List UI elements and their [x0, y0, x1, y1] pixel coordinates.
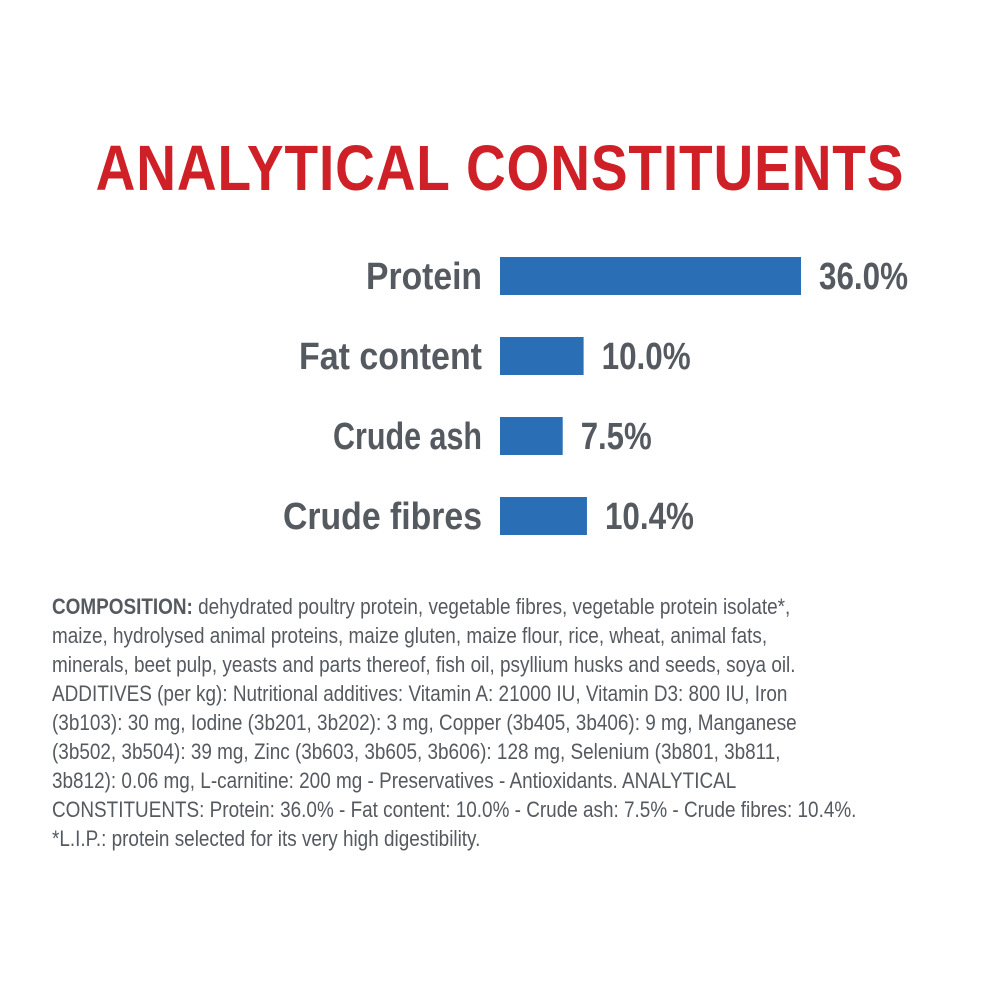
category-label: Protein — [366, 256, 482, 298]
value-label: 10.4% — [605, 496, 694, 538]
composition-line-3: minerals, beet pulp, yeasts and parts th… — [52, 652, 796, 677]
category-label: Crude fibres — [283, 496, 482, 538]
composition-line-6: (3b502, 3b504): 39 mg, Zinc (3b603, 3b60… — [52, 739, 781, 764]
composition-line-7: 3b812): 0.06 mg, L-carnitine: 200 mg - P… — [52, 768, 737, 793]
composition-line-8: CONSTITUENTS: Protein: 36.0% - Fat conte… — [52, 797, 857, 822]
bar — [500, 417, 563, 455]
composition-line-5: (3b103): 30 mg, Iodine (3b201, 3b202): 3… — [52, 710, 797, 735]
bar — [500, 257, 801, 295]
bar — [500, 497, 587, 535]
composition-text: COMPOSITION: dehydrated poultry protein,… — [52, 592, 952, 853]
composition-heading: COMPOSITION: — [52, 594, 193, 619]
chart-title: ANALYTICAL CONSTITUENTS — [95, 132, 905, 204]
composition-line-9: *L.I.P.: protein selected for its very h… — [52, 826, 481, 851]
bar — [500, 337, 584, 375]
category-label: Fat content — [299, 336, 482, 378]
composition-line-1: COMPOSITION: dehydrated poultry protein,… — [52, 592, 826, 621]
composition-line-2: maize, hydrolysed animal proteins, maize… — [52, 623, 768, 648]
value-label: 10.0% — [602, 336, 691, 378]
composition-line-4: ADDITIVES (per kg): Nutritional additive… — [52, 681, 788, 706]
bar-chart: Protein 36.0% Fat content 10.0% Crude ash 7.5… — [283, 256, 908, 538]
value-label: 7.5% — [581, 416, 652, 458]
value-label: 36.0% — [819, 256, 908, 298]
composition-text-segment: dehydrated poultry protein, vegetable fi… — [192, 594, 791, 619]
category-label: Crude ash — [333, 416, 482, 458]
